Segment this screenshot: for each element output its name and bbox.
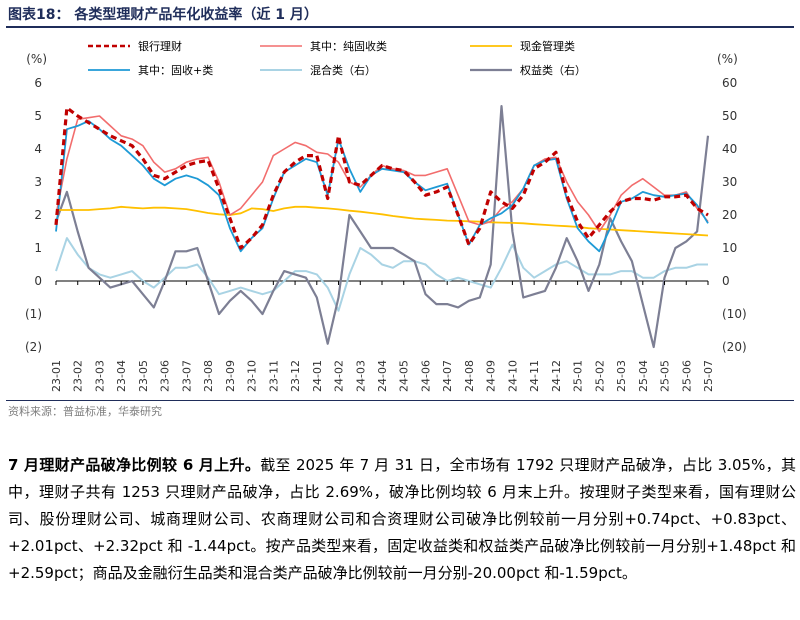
left-axis-unit: (%)	[26, 52, 47, 66]
series-line-0	[54, 106, 709, 250]
left-axis: (2) (1) 0 1 2 3 4 5 6	[25, 76, 42, 354]
x-tick-label: 24-09	[485, 360, 498, 392]
right-axis-unit: (%)	[717, 52, 738, 66]
left-tick-label: 0	[34, 274, 42, 288]
x-tick-label: 24-10	[506, 360, 519, 392]
x-tick-label: 24-07	[441, 360, 454, 392]
legend-label: 银行理财	[138, 39, 182, 53]
right-tick-label: 50	[722, 109, 737, 123]
right-tick-label: 20	[722, 208, 737, 222]
x-tick-label: 25-05	[659, 360, 672, 392]
x-tick-label: 25-07	[702, 360, 715, 392]
x-tick-label: 24-11	[528, 360, 541, 392]
left-tick-label: 5	[34, 109, 42, 123]
legend-label: 其中：纯固收类	[310, 39, 387, 53]
legend-label: 其中：固收+类	[138, 63, 213, 77]
legend-label: 权益类（右）	[520, 63, 586, 77]
x-tick-label: 23-08	[202, 360, 215, 392]
paragraph-body: 截至 2025 年 7 月 31 日，全市场有 1792 只理财产品破净，占比 …	[8, 456, 797, 582]
left-tick-label: 6	[34, 76, 42, 90]
series-layer	[54, 104, 710, 349]
x-tick-label: 23-06	[159, 360, 172, 392]
source-note: 资料来源：普益标准，华泰研究	[8, 405, 162, 418]
series-line-3	[56, 205, 709, 237]
x-tick-label: 25-03	[615, 360, 628, 392]
x-tick-label: 23-10	[246, 360, 259, 392]
right-tick-label: (20)	[722, 340, 747, 354]
x-tick-label: 23-07	[180, 360, 193, 392]
x-tick-label: 23-01	[50, 360, 63, 392]
legend-label: 现金管理类	[520, 39, 575, 53]
x-tick-label: 23-09	[224, 360, 237, 392]
x-tick-label: 23-12	[289, 360, 302, 392]
left-tick-label: 2	[34, 208, 42, 222]
commentary-paragraph: 7 月理财产品破净比例较 6 月上升。截至 2025 年 7 月 31 日，全市…	[8, 452, 796, 587]
x-axis: 23-01 23-02 23-03 23-04 23-05 23-06 23-07 23-08…	[50, 281, 715, 392]
x-tick-label: 24-01	[311, 360, 324, 392]
x-tick-label: 23-03	[93, 360, 106, 392]
left-tick-label: 4	[34, 142, 42, 156]
x-tick-label: 24-05	[398, 360, 411, 392]
left-tick-label: (1)	[25, 307, 42, 321]
legend-label: 混合类（右）	[310, 63, 376, 77]
series-line-4	[55, 237, 708, 312]
x-tick-label: 25-02	[593, 360, 606, 392]
right-tick-label: 10	[722, 241, 737, 255]
x-tick-label: 24-02	[333, 360, 346, 392]
x-tick-label: 24-04	[376, 360, 389, 392]
x-tick-label: 25-06	[680, 360, 693, 392]
x-tick-label: 24-03	[354, 360, 367, 392]
x-tick-label: 23-11	[267, 360, 280, 392]
right-tick-label: 30	[722, 175, 737, 189]
left-tick-label: 3	[34, 175, 42, 189]
right-tick-label: (10)	[722, 307, 747, 321]
x-tick-label: 23-04	[115, 360, 128, 392]
source-divider	[6, 400, 794, 401]
x-tick-label: 23-02	[72, 360, 85, 392]
title-divider	[6, 26, 794, 28]
x-tick-label: 24-12	[550, 360, 563, 392]
x-tick-label: 25-01	[572, 360, 585, 392]
left-tick-label: (2)	[25, 340, 42, 354]
x-tick-label: 24-08	[463, 360, 476, 392]
right-tick-label: 40	[722, 142, 737, 156]
series-line-2	[55, 120, 709, 253]
figure-title: 图表18： 各类型理财产品年化收益率（近 1 月）	[8, 7, 318, 23]
right-tick-label: 0	[722, 274, 730, 288]
x-tick-label: 23-05	[137, 360, 150, 392]
right-tick-label: 60	[722, 76, 737, 90]
paragraph-lead: 7 月理财产品破净比例较 6 月上升。	[8, 456, 261, 474]
left-tick-label: 1	[34, 241, 42, 255]
right-axis: (20) (10) 0 10 20 30 40 50 60	[722, 76, 747, 354]
x-tick-label: 24-06	[419, 360, 432, 392]
x-tick-label: 25-04	[637, 360, 650, 392]
